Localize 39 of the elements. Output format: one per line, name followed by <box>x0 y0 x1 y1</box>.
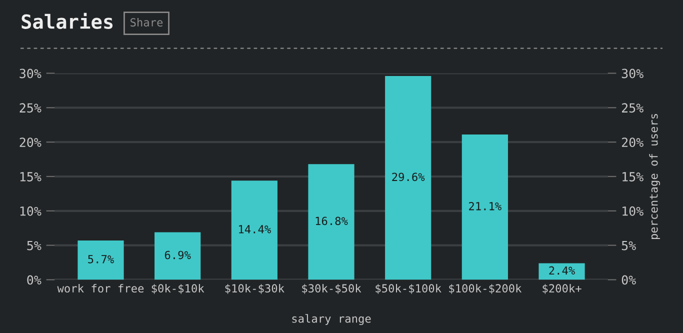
text: Share <box>130 18 163 27</box>
y-tick-label: 0% <box>27 275 42 285</box>
x-tick-label: $50k-$100k <box>376 284 442 294</box>
x-tick-label: work for free <box>57 284 144 293</box>
data-label: 21.1% <box>469 202 502 210</box>
x-tick-label: $200k+ <box>542 284 582 294</box>
y-tick-label: 5% <box>27 240 42 250</box>
bar <box>231 180 278 280</box>
y2-tick-label: 10% <box>622 206 644 216</box>
y-tick-label: 30% <box>20 68 42 78</box>
x-axis-title: salary range <box>292 314 371 326</box>
y-tick-label: 15% <box>20 172 42 182</box>
data-label: 2.4% <box>549 266 575 275</box>
bar <box>538 263 585 280</box>
bar <box>462 134 508 280</box>
bar <box>154 232 201 280</box>
y2-tick-label: 25% <box>622 103 644 113</box>
data-label: 6.9% <box>164 250 191 260</box>
data-label: 5.7% <box>88 255 114 264</box>
y2-tick-label: 20% <box>622 138 644 148</box>
y2-tick-label: 5% <box>622 240 636 250</box>
chart-title: Salaries <box>22 12 113 29</box>
bar <box>78 240 124 280</box>
x-tick-label: $100k-$200k <box>449 284 522 294</box>
y2-tick-label: 30% <box>622 68 644 78</box>
x-tick-label: $0k-$10k <box>152 284 204 294</box>
y-tick-label: 25% <box>20 103 42 113</box>
bar <box>308 164 354 280</box>
y-tick-label: 10% <box>20 206 42 216</box>
y2-tick-label: 15% <box>622 172 644 182</box>
data-label: 29.6% <box>392 172 425 182</box>
data-label: 14.4% <box>239 225 271 234</box>
y2-axis-title: percentage of users <box>649 114 660 240</box>
bar <box>385 76 432 280</box>
data-label: 16.8% <box>316 216 348 226</box>
y-tick-label: 20% <box>20 138 42 148</box>
x-tick-label: $10k-$30k <box>225 284 284 294</box>
x-tick-label: $30k-$50k <box>302 284 362 294</box>
y2-tick-label: 0% <box>622 275 636 285</box>
